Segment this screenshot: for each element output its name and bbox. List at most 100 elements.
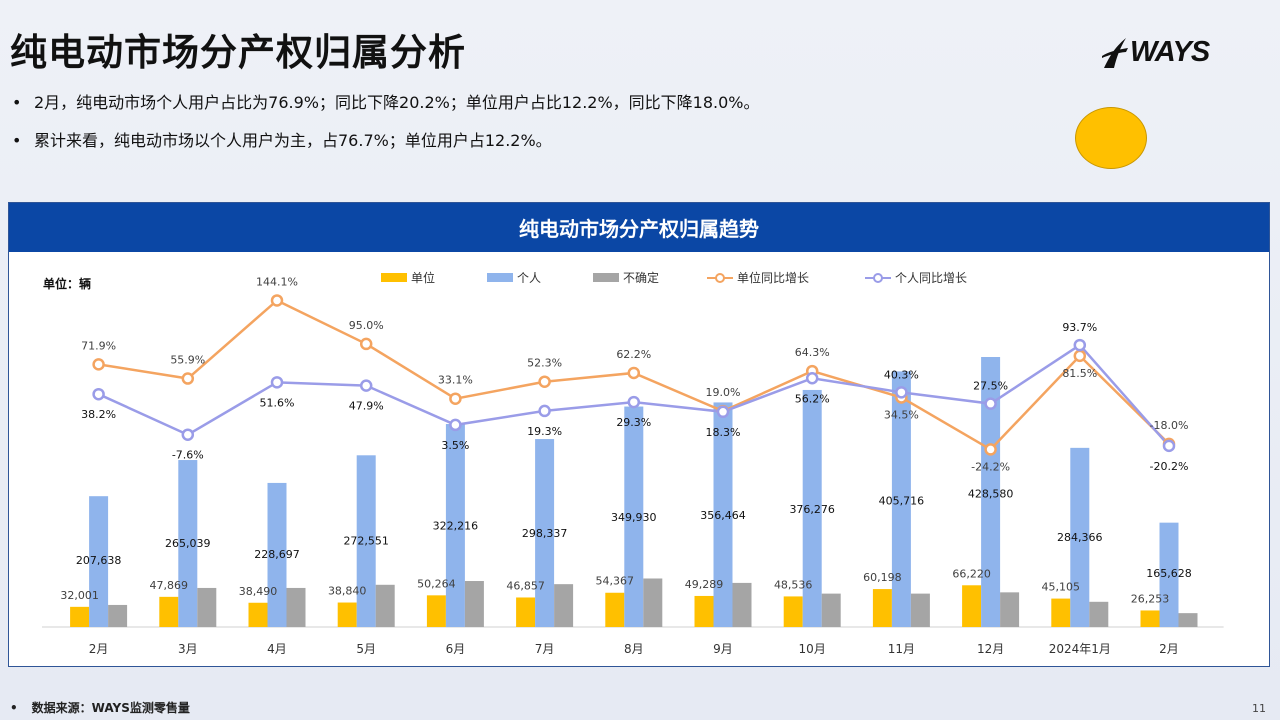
bar-uncertain bbox=[1178, 613, 1198, 627]
x-tick-label: 11月 bbox=[888, 642, 915, 656]
legend-item-uncertain: 不确定 bbox=[593, 269, 707, 286]
data-label-personal: 322,216 bbox=[433, 520, 479, 533]
data-label-unit: 60,198 bbox=[863, 571, 902, 584]
point-personal-yoy bbox=[716, 405, 730, 419]
unit-label: 单位：辆 bbox=[43, 277, 92, 291]
data-label-personal-yoy: 27.5% bbox=[973, 380, 1008, 393]
bar-unit bbox=[1051, 598, 1071, 627]
data-label-unit-yoy: -18.0% bbox=[1150, 419, 1189, 432]
data-label-unit-yoy: 64.3% bbox=[795, 346, 830, 359]
data-label-unit-yoy: 34.5% bbox=[884, 408, 919, 421]
bar-unit bbox=[783, 596, 803, 627]
x-tick-label: 2月 bbox=[89, 642, 109, 656]
bar-unit bbox=[605, 592, 625, 627]
data-label-personal-yoy: 56.2% bbox=[795, 392, 830, 405]
data-label-unit-yoy: 33.1% bbox=[438, 374, 473, 387]
bar-uncertain bbox=[554, 584, 574, 627]
data-label-unit: 48,536 bbox=[774, 578, 813, 591]
x-tick-label: 2月 bbox=[1159, 642, 1179, 656]
data-label-personal: 376,276 bbox=[789, 503, 835, 516]
bar-personal bbox=[802, 389, 822, 627]
legend-label-uncertain: 不确定 bbox=[623, 271, 660, 285]
ways-logo: WAYS bbox=[1100, 34, 1220, 74]
point-personal-yoy bbox=[1073, 338, 1087, 352]
bar-unit bbox=[516, 597, 536, 627]
bar-personal bbox=[624, 406, 644, 627]
data-label-unit: 66,220 bbox=[952, 567, 991, 580]
chart-plot: 2月 3月 4月 5月 6月 7月 8月 9月 10月 11月 12月 2024年1月 2月 32,001… bbox=[42, 275, 1224, 656]
data-label-unit: 46,857 bbox=[506, 579, 545, 592]
x-tick-label: 8月 bbox=[624, 642, 644, 656]
bar-uncertain bbox=[821, 593, 841, 627]
bar-personal bbox=[1159, 522, 1179, 627]
yellow-circle-decoration bbox=[1075, 107, 1147, 169]
point-personal-yoy bbox=[270, 376, 284, 389]
data-label-personal-yoy: 47.9% bbox=[349, 400, 384, 413]
data-label-unit-yoy: 81.5% bbox=[1062, 367, 1097, 380]
point-personal-yoy bbox=[805, 372, 819, 385]
bar-uncertain bbox=[286, 587, 306, 627]
legend-label-personal-yoy: 个人同比增长 bbox=[895, 271, 968, 285]
bar-uncertain bbox=[1089, 601, 1109, 627]
point-personal-yoy bbox=[895, 386, 908, 399]
legend-item-unit-yoy: 单位同比增长 bbox=[707, 269, 865, 286]
summary-bullets: 2月，纯电动市场个人用户占比为76.9%；同比下降20.2%；单位用户占比12.… bbox=[12, 92, 760, 168]
bar-unit bbox=[70, 606, 90, 627]
data-label-personal-yoy: 3.5% bbox=[441, 439, 469, 452]
legend-item-personal: 个人 bbox=[487, 269, 593, 286]
point-unit-yoy bbox=[627, 366, 641, 380]
point-unit-yoy bbox=[270, 294, 284, 307]
data-label-personal: 356,464 bbox=[700, 509, 746, 522]
ways-logo-text: WAYS bbox=[1130, 36, 1210, 68]
data-label-unit: 38,490 bbox=[239, 585, 278, 598]
bar-unit bbox=[962, 585, 982, 627]
point-personal-yoy bbox=[984, 397, 997, 410]
point-unit-yoy bbox=[1073, 349, 1087, 363]
bar-unit bbox=[1140, 610, 1160, 627]
data-label-unit: 50,264 bbox=[417, 577, 456, 590]
data-label-unit-yoy: 55.9% bbox=[170, 354, 205, 367]
data-label-personal-yoy: -20.2% bbox=[1150, 460, 1189, 473]
data-label-unit: 38,840 bbox=[328, 585, 367, 598]
bar-uncertain bbox=[732, 582, 752, 627]
x-tick-label: 5月 bbox=[356, 642, 376, 656]
chart-panel: 纯电动市场分产权归属趋势 单位：辆 单位 个人 不确定 单位同比增长 bbox=[8, 202, 1270, 667]
x-tick-label: 4月 bbox=[267, 642, 287, 656]
footer-source: • 数据来源：WAYS监测零售量 bbox=[10, 701, 190, 715]
data-label-unit: 26,253 bbox=[1131, 592, 1170, 605]
footer-source-text: 数据来源：WAYS监测零售量 bbox=[31, 701, 190, 715]
chart-legend: 单位 个人 不确定 单位同比增长 个人同比增长 bbox=[381, 269, 967, 286]
legend-swatch-uncertain bbox=[593, 273, 619, 282]
legend-label-unit: 单位 bbox=[411, 271, 436, 285]
legend-item-personal-yoy: 个人同比增长 bbox=[865, 269, 967, 286]
bar-personal bbox=[178, 460, 198, 627]
bar-personal bbox=[891, 371, 911, 627]
bar-personal bbox=[445, 424, 465, 627]
bar-uncertain bbox=[197, 587, 217, 627]
bullet-cumulative: 累计来看，纯电动市场以个人用户为主，占76.7%；单位用户占12.2%。 bbox=[12, 130, 760, 152]
data-label-unit: 49,289 bbox=[685, 578, 724, 591]
point-unit-yoy bbox=[984, 443, 997, 456]
legend-swatch-personal bbox=[487, 273, 513, 282]
bar-personal bbox=[535, 439, 555, 627]
bar-personal bbox=[981, 357, 1001, 627]
data-label-personal: 428,580 bbox=[968, 487, 1014, 500]
data-label-personal: 207,638 bbox=[76, 554, 122, 567]
data-label-unit-yoy: 62.2% bbox=[616, 348, 651, 361]
x-tick-label: 6月 bbox=[446, 642, 466, 656]
data-label-unit: 32,001 bbox=[60, 589, 99, 602]
bar-personal bbox=[713, 402, 733, 627]
data-label-personal-yoy: 51.6% bbox=[260, 396, 295, 409]
x-tick-label: 9月 bbox=[713, 642, 733, 656]
point-personal-yoy bbox=[449, 418, 462, 432]
point-personal-yoy bbox=[627, 395, 641, 409]
bar-uncertain bbox=[643, 578, 663, 627]
point-unit-yoy bbox=[449, 392, 462, 405]
point-personal-yoy bbox=[181, 428, 195, 441]
bar-unit bbox=[694, 595, 714, 627]
bar-uncertain bbox=[910, 593, 930, 627]
data-label-personal: 265,039 bbox=[165, 537, 211, 550]
bar-personal bbox=[89, 496, 109, 627]
x-tick-label: 2024年1月 bbox=[1049, 642, 1111, 656]
bar-unit bbox=[248, 602, 268, 627]
